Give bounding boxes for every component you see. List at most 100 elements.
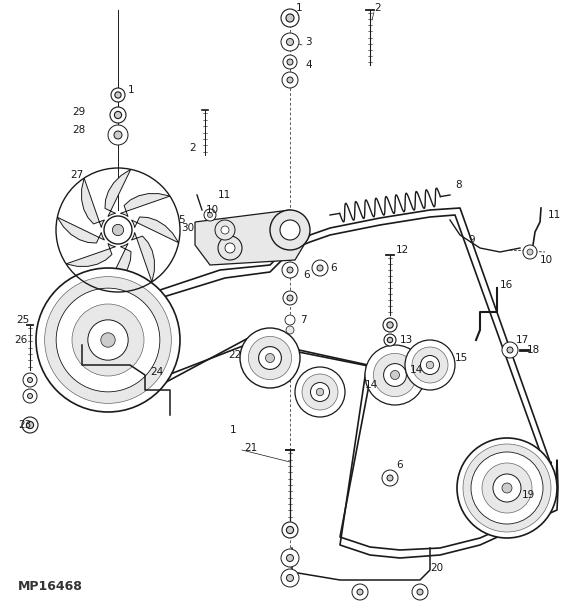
- Circle shape: [287, 267, 293, 273]
- Text: MP16468: MP16468: [18, 580, 83, 593]
- Circle shape: [420, 356, 439, 375]
- Circle shape: [463, 444, 551, 532]
- Circle shape: [22, 417, 38, 433]
- Text: 6: 6: [303, 270, 310, 280]
- Circle shape: [352, 584, 368, 600]
- Circle shape: [312, 260, 328, 276]
- Text: 23: 23: [18, 420, 31, 430]
- Circle shape: [258, 346, 282, 370]
- Circle shape: [270, 210, 310, 250]
- Text: 8: 8: [455, 180, 461, 190]
- Circle shape: [283, 291, 297, 305]
- Polygon shape: [66, 243, 116, 267]
- Circle shape: [523, 245, 537, 259]
- Polygon shape: [131, 232, 154, 282]
- Text: 6: 6: [396, 460, 403, 470]
- Polygon shape: [105, 170, 131, 217]
- Text: 18: 18: [527, 345, 540, 355]
- Text: 13: 13: [400, 335, 413, 345]
- Circle shape: [281, 569, 299, 587]
- Circle shape: [471, 452, 543, 524]
- Circle shape: [282, 72, 298, 88]
- Circle shape: [111, 88, 125, 102]
- Text: 1: 1: [128, 85, 135, 95]
- Circle shape: [502, 342, 518, 358]
- Circle shape: [387, 337, 393, 343]
- Circle shape: [365, 345, 425, 405]
- Text: 16: 16: [500, 280, 513, 290]
- Circle shape: [287, 554, 294, 561]
- Circle shape: [507, 347, 513, 353]
- Polygon shape: [81, 178, 105, 228]
- Circle shape: [387, 322, 393, 328]
- Circle shape: [218, 236, 242, 260]
- Text: 26: 26: [14, 335, 27, 345]
- Circle shape: [225, 243, 235, 253]
- Circle shape: [317, 265, 323, 271]
- Circle shape: [266, 354, 274, 362]
- Circle shape: [114, 112, 122, 118]
- Circle shape: [387, 475, 393, 481]
- Text: 1: 1: [230, 425, 237, 435]
- Circle shape: [88, 320, 128, 360]
- Circle shape: [357, 589, 363, 595]
- Circle shape: [115, 92, 121, 98]
- Circle shape: [412, 347, 448, 383]
- Polygon shape: [57, 217, 105, 243]
- Polygon shape: [131, 217, 179, 243]
- Circle shape: [286, 326, 294, 334]
- Circle shape: [108, 125, 128, 145]
- Text: 19: 19: [522, 490, 535, 500]
- Text: 25: 25: [16, 315, 29, 325]
- Circle shape: [457, 438, 557, 538]
- Circle shape: [215, 220, 235, 240]
- Circle shape: [113, 224, 123, 235]
- Circle shape: [417, 589, 423, 595]
- Circle shape: [27, 393, 32, 398]
- Text: 3: 3: [305, 37, 312, 47]
- Circle shape: [373, 353, 417, 397]
- Text: 27: 27: [70, 170, 83, 180]
- Circle shape: [527, 249, 533, 255]
- Polygon shape: [105, 243, 131, 291]
- Circle shape: [23, 373, 37, 387]
- Circle shape: [101, 333, 115, 347]
- Circle shape: [26, 422, 34, 429]
- Text: 24: 24: [150, 367, 163, 377]
- Circle shape: [281, 549, 299, 567]
- Circle shape: [36, 268, 180, 412]
- Text: 12: 12: [396, 245, 409, 255]
- Text: 28: 28: [72, 125, 85, 135]
- Circle shape: [390, 370, 399, 379]
- Text: 22: 22: [229, 350, 242, 360]
- Text: 11: 11: [218, 190, 231, 200]
- Circle shape: [240, 328, 300, 388]
- Circle shape: [204, 209, 216, 221]
- Polygon shape: [195, 210, 310, 265]
- Circle shape: [502, 483, 512, 493]
- Circle shape: [295, 367, 345, 417]
- Circle shape: [104, 216, 132, 244]
- Circle shape: [285, 315, 295, 325]
- Circle shape: [282, 522, 298, 538]
- Text: 5: 5: [178, 215, 185, 225]
- Text: 15: 15: [455, 353, 468, 363]
- Circle shape: [282, 262, 298, 278]
- Circle shape: [493, 474, 521, 502]
- Circle shape: [110, 107, 126, 123]
- Circle shape: [316, 388, 324, 396]
- Circle shape: [482, 463, 532, 513]
- Circle shape: [384, 334, 396, 346]
- Circle shape: [311, 382, 329, 401]
- Text: 2: 2: [374, 3, 381, 13]
- Circle shape: [286, 14, 294, 22]
- Circle shape: [281, 9, 299, 27]
- Circle shape: [287, 295, 293, 301]
- Text: 2: 2: [189, 143, 196, 153]
- Text: 30: 30: [181, 223, 194, 233]
- Circle shape: [114, 131, 122, 139]
- Circle shape: [383, 318, 397, 332]
- Circle shape: [426, 361, 434, 369]
- Circle shape: [72, 304, 144, 376]
- Text: 11: 11: [548, 210, 561, 220]
